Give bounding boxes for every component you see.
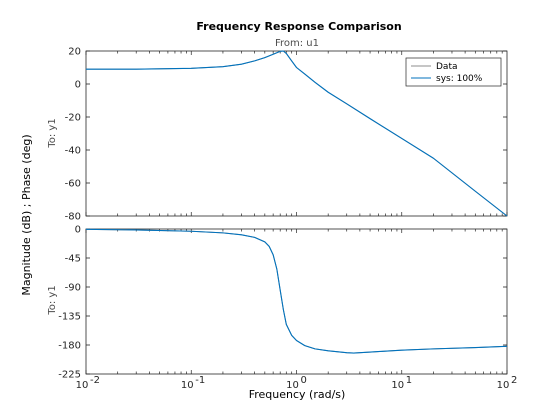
y-tick-label-magnitude: 20 (68, 47, 81, 58)
chart-subtitle: From: u1 (275, 38, 319, 49)
x-tick-exponent: 1 (406, 375, 412, 386)
legend-label: sys: 100% (436, 74, 483, 84)
series-line-magnitude (86, 50, 508, 217)
x-tick-label: 10 (286, 380, 299, 391)
x-tick-exponent: -2 (90, 375, 100, 386)
legend-label: Data (436, 62, 458, 72)
y-tick-label-phase: 0 (75, 225, 81, 236)
legend-box (405, 57, 502, 87)
x-tick-label: 10 (76, 380, 89, 391)
y-tick-label-phase: -180 (58, 341, 81, 352)
y-tick-label-magnitude: -80 (65, 212, 81, 223)
y-tick-label-magnitude: -20 (65, 113, 81, 124)
series-line-phase (85, 228, 508, 354)
chart-title: Frequency Response Comparison (196, 20, 401, 33)
y-tick-label-phase: -135 (58, 312, 81, 323)
y-tick-label-phase: -45 (65, 254, 81, 265)
row-label-phase: To: y1 (47, 285, 58, 315)
x-axis-label: Frequency (rad/s) (249, 388, 346, 401)
x-tick-exponent: 0 (301, 375, 307, 386)
x-tick-exponent: 2 (511, 375, 517, 386)
x-tick-label: 10 (181, 380, 194, 391)
y-tick-label-phase: -225 (58, 370, 81, 381)
x-tick-exponent: -1 (195, 375, 205, 386)
row-label-magnitude: To: y1 (47, 118, 58, 148)
y-axis-label: Magnitude (dB) ; Phase (deg) (20, 134, 33, 295)
y-tick-label-magnitude: -60 (65, 179, 81, 190)
y-tick-label-magnitude: -40 (65, 146, 81, 157)
x-tick-label: 10 (391, 380, 404, 391)
y-tick-label-phase: -90 (65, 283, 81, 294)
x-tick-label: 10 (497, 380, 510, 391)
axes-box-phase (85, 228, 508, 375)
y-tick-label-magnitude: 0 (75, 80, 81, 91)
